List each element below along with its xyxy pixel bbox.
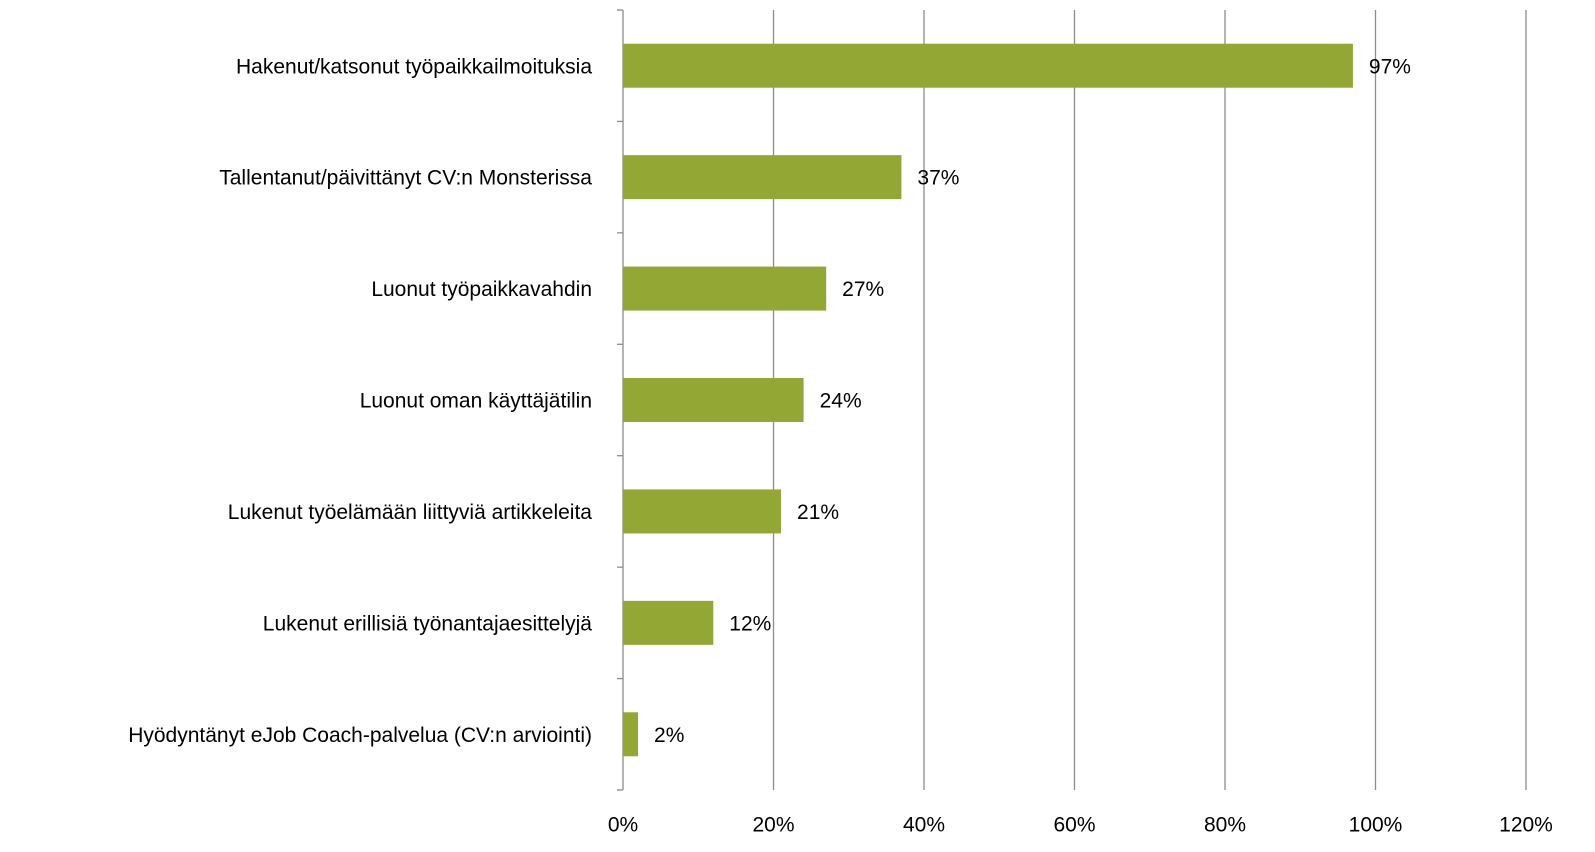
y-tick-label: Luonut työpaikkavahdin <box>371 278 592 301</box>
bar <box>623 43 1353 88</box>
bar <box>623 378 804 422</box>
y-tick-label: Tallentanut/päivittänyt CV:n Monsterissa <box>219 167 592 190</box>
bar <box>623 489 782 534</box>
data-label: 12% <box>729 612 771 635</box>
data-label: 37% <box>917 167 959 190</box>
x-tick-label: 80% <box>1204 814 1246 837</box>
bar <box>623 712 639 757</box>
x-tick-label: 40% <box>903 814 945 837</box>
y-tick-label: Hyödyntänyt eJob Coach-palvelua (CV:n ar… <box>128 724 592 747</box>
y-tick-label: Luonut oman käyttäjätilin <box>360 390 592 413</box>
bar <box>623 266 827 311</box>
bar <box>623 155 902 200</box>
x-tick-label: 60% <box>1053 814 1095 837</box>
x-tick-label: 100% <box>1349 814 1403 837</box>
data-label: 27% <box>842 278 884 301</box>
y-tick-label: Lukenut työelämään liittyviä artikkeleit… <box>228 501 593 524</box>
data-label: 2% <box>654 724 684 747</box>
data-label: 97% <box>1369 55 1411 78</box>
data-label: 21% <box>797 501 839 524</box>
x-tick-label: 120% <box>1499 814 1553 837</box>
bar <box>623 600 714 645</box>
y-tick-label: Hakenut/katsonut työpaikkailmoituksia <box>236 55 592 78</box>
x-tick-label: 0% <box>608 814 638 837</box>
data-label: 24% <box>820 390 862 413</box>
y-tick-label: Lukenut erillisiä työnantajaesittelyjä <box>263 612 593 635</box>
x-tick-label: 20% <box>752 814 794 837</box>
